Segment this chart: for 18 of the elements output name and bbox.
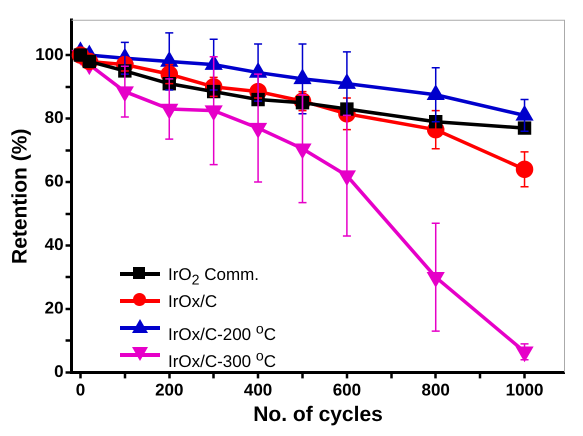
y-tick-label: 20: [44, 298, 64, 318]
legend-label: IrOx/C-200 $^{o}$C: [168, 321, 276, 344]
y-tick-label: 40: [44, 235, 64, 254]
legend-label: IrO$_{2}$ Comm.: [168, 265, 259, 288]
legend-label: IrOx/C: [168, 292, 218, 311]
x-tick-label: 1000: [506, 380, 544, 400]
legend-label: IrOx/C-300 $^{o}$C: [168, 348, 276, 371]
x-tick-label: 800: [422, 380, 450, 400]
x-axis-title: No. of cycles: [253, 403, 383, 426]
x-tick-label: 0: [76, 380, 86, 400]
x-tick-label: 200: [155, 380, 184, 400]
x-tick-label: 600: [332, 380, 362, 400]
y-tick-label: 80: [44, 108, 64, 128]
x-tick-label: 400: [244, 380, 272, 400]
y-tick-label: 60: [44, 172, 64, 191]
y-axis-title: Retention (%): [8, 128, 32, 264]
y-tick-label: 100: [35, 44, 64, 64]
y-tick-label: 0: [54, 362, 64, 382]
